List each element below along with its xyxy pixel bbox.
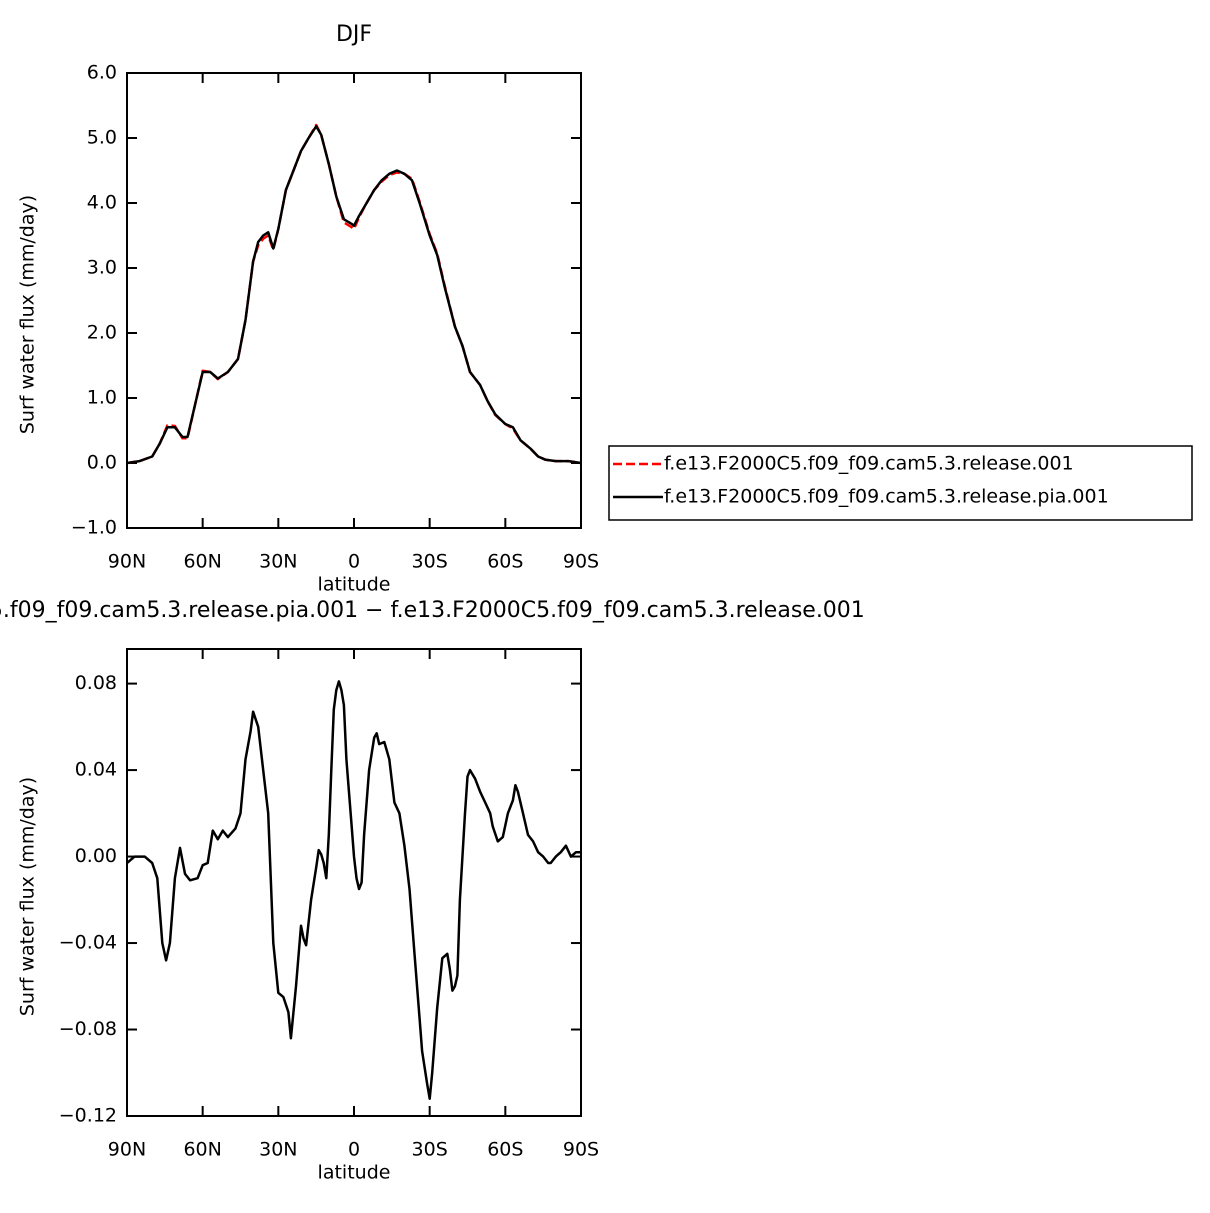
x-tick-label: 60N	[183, 551, 221, 573]
legend-label: f.e13.F2000C5.f09_f09.cam5.3.release.001	[664, 453, 1074, 475]
y-tick-label: −0.12	[59, 1105, 117, 1127]
y-tick-label: 0.0	[87, 452, 117, 474]
chart-title: f.e13.F2000C5.f09_f09.cam5.3.release.pia…	[0, 598, 865, 623]
chart-title: DJF	[336, 22, 372, 47]
x-tick-label: 90N	[108, 1139, 146, 1161]
data-line	[126, 125, 582, 465]
legend-box	[608, 445, 1193, 521]
y-tick-label: −1.0	[71, 517, 117, 539]
x-tick-label: 0	[348, 551, 360, 573]
y-tick-label: 3.0	[87, 257, 117, 279]
x-tick-label: 60S	[487, 551, 523, 573]
x-axis-label: latitude	[318, 574, 391, 596]
legend-label: f.e13.F2000C5.f09_f09.cam5.3.release.pia…	[664, 486, 1109, 508]
x-tick-label: 30N	[259, 551, 297, 573]
y-tick-label: 6.0	[87, 62, 117, 84]
y-tick-label: 4.0	[87, 192, 117, 214]
x-tick-label: 0	[348, 1139, 360, 1161]
x-tick-label: 90S	[563, 1139, 599, 1161]
y-tick-label: 0.00	[75, 845, 117, 867]
y-tick-label: 2.0	[87, 322, 117, 344]
data-line	[126, 680, 581, 1100]
x-tick-label: 60S	[487, 1139, 523, 1161]
x-tick-label: 60N	[183, 1139, 221, 1161]
y-tick-label: 0.08	[75, 672, 117, 694]
plot-frame	[126, 72, 582, 529]
x-axis-label: latitude	[318, 1162, 391, 1184]
x-tick-label: 30S	[412, 1139, 448, 1161]
data-line	[126, 123, 582, 465]
y-axis-label: Surf water flux (mm/day)	[17, 777, 39, 1016]
plot-frame	[126, 648, 582, 1117]
x-tick-label: 30N	[259, 1139, 297, 1161]
y-tick-label: −0.04	[59, 932, 117, 954]
x-tick-label: 90S	[563, 551, 599, 573]
x-tick-label: 30S	[412, 551, 448, 573]
y-tick-label: −0.08	[59, 1018, 117, 1040]
x-tick-label: 90N	[108, 551, 146, 573]
y-axis-label: Surf water flux (mm/day)	[17, 195, 39, 434]
y-tick-label: 0.04	[75, 759, 117, 781]
y-tick-label: 5.0	[87, 127, 117, 149]
y-tick-label: 1.0	[87, 387, 117, 409]
